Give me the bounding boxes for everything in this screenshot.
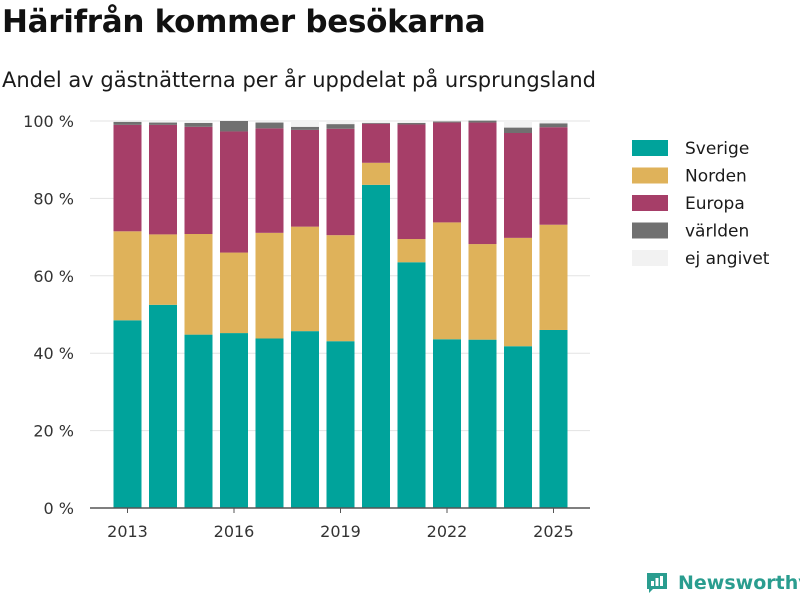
bar-segment — [255, 338, 284, 508]
legend-label: världen — [685, 222, 749, 242]
bar-segment — [504, 127, 532, 133]
bar-segment — [433, 121, 461, 123]
x-tick-label: 2025 — [533, 522, 574, 541]
x-tick-label: 2016 — [214, 522, 255, 541]
bar-segment — [468, 244, 497, 340]
bar-segment — [539, 127, 568, 225]
brand: Newsworthy — [644, 570, 800, 596]
bar-segment — [113, 124, 142, 232]
bar-segment — [397, 262, 426, 508]
legend-label: ej angivet — [685, 249, 770, 269]
brand-name: Newsworthy — [678, 572, 800, 594]
bar-segment — [255, 122, 284, 129]
y-tick-label: 20 % — [33, 422, 74, 441]
bar-segment — [326, 124, 355, 129]
bar-segment — [113, 320, 142, 508]
bar-segment — [468, 339, 497, 508]
x-tick-label: 2013 — [107, 522, 148, 541]
x-tick-label: 2022 — [427, 522, 468, 541]
bar-segment — [326, 235, 355, 342]
bar-segment — [326, 121, 355, 125]
bar-segment — [291, 126, 319, 130]
bar-segment — [184, 121, 213, 123]
y-tick-label: 80 % — [33, 189, 74, 208]
bar-segment — [149, 122, 177, 125]
bar-segment — [220, 131, 248, 253]
newsworthy-logo-icon — [647, 573, 667, 593]
y-tick-label: 40 % — [33, 344, 74, 363]
bar-segment — [113, 121, 142, 122]
bar-segment — [113, 121, 142, 125]
bar-segment — [255, 121, 284, 123]
legend-label: Europa — [685, 194, 745, 214]
bar-segment — [539, 224, 568, 330]
bar-segment — [220, 333, 248, 508]
legend-label: Norden — [685, 167, 747, 187]
bar-segment — [397, 239, 426, 263]
bar-segment — [504, 237, 532, 347]
x-axis-ticks: 2013 2016 2019 2022 2025 — [107, 508, 574, 541]
bar-segment — [397, 122, 426, 125]
bars — [113, 120, 568, 509]
bar-segment — [468, 120, 497, 123]
bar-segment — [504, 346, 532, 508]
bar-segment — [220, 252, 248, 334]
bar-segment — [397, 121, 426, 123]
bar-segment — [184, 334, 213, 508]
bar-segment — [362, 121, 390, 123]
legend: Sverige Norden Europa världen ej angivet — [632, 139, 770, 269]
bar-segment — [291, 331, 319, 508]
legend-swatch — [632, 140, 668, 156]
bar-segment — [149, 234, 177, 305]
y-tick-label: 100 % — [23, 112, 74, 131]
bar-segment — [362, 162, 390, 185]
bar-segment — [291, 226, 319, 332]
bar-segment — [291, 129, 319, 227]
bar-segment — [433, 339, 461, 508]
page-subtitle: Andel av gästnätterna per år uppdelat på… — [2, 68, 596, 92]
bar-segment — [149, 121, 177, 123]
bar-segment — [184, 122, 213, 127]
bar-segment — [113, 231, 142, 321]
bar-segment — [504, 132, 532, 238]
bar-segment — [149, 124, 177, 235]
legend-label: Sverige — [685, 139, 749, 159]
y-axis-ticks: 0 % 20 % 40 % 60 % 80 % 100 % — [23, 112, 74, 518]
bar-segment — [362, 184, 390, 509]
y-tick-label: 0 % — [44, 499, 74, 518]
bar-segment — [291, 121, 319, 127]
legend-swatch — [632, 195, 668, 211]
bar-segment — [468, 122, 497, 245]
bar-segment — [255, 128, 284, 233]
bar-segment — [326, 341, 355, 508]
bar-segment — [539, 329, 568, 508]
bar-segment — [539, 121, 568, 124]
legend-swatch — [632, 222, 668, 239]
x-tick-label: 2019 — [320, 522, 361, 541]
page-title: Härifrån kommer besökarna — [2, 4, 486, 40]
bar-segment — [433, 222, 461, 340]
bar-segment — [504, 121, 532, 128]
bar-segment — [184, 234, 213, 335]
bar-segment — [255, 232, 284, 339]
legend-swatch — [632, 250, 668, 266]
bar-segment — [184, 126, 213, 235]
bar-segment — [362, 122, 390, 124]
bar-segment — [539, 123, 568, 128]
bar-segment — [220, 121, 248, 132]
y-tick-label: 60 % — [33, 267, 74, 286]
bar-segment — [433, 122, 461, 223]
bar-segment — [362, 123, 390, 163]
bar-segment — [326, 128, 355, 236]
bar-segment — [397, 124, 426, 240]
bar-segment — [149, 304, 177, 508]
legend-swatch — [632, 167, 668, 184]
